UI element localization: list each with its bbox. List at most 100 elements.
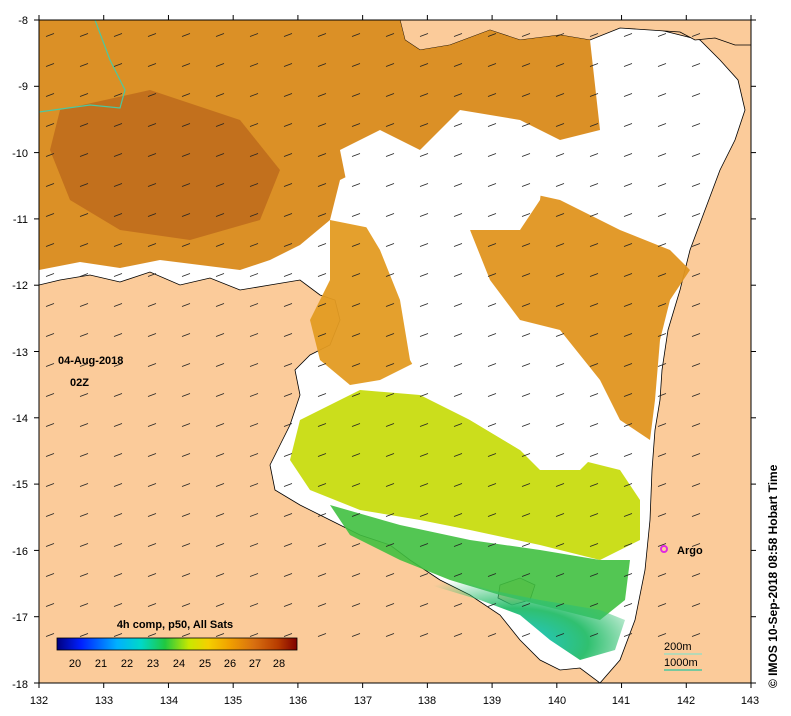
wind-barb: [181, 63, 191, 67]
wind-barb: [589, 543, 599, 547]
wind-barb: [487, 633, 497, 637]
wind-barb: [181, 543, 191, 547]
wind-barb: [147, 213, 157, 217]
x-tick-label: 142: [677, 695, 695, 707]
wind-barb: [215, 303, 225, 307]
wind-barb: [589, 363, 599, 367]
wind-barb: [555, 273, 565, 277]
wind-barb: [113, 363, 123, 367]
wind-barb: [691, 483, 701, 487]
wind-barb: [317, 423, 327, 427]
wind-barb: [113, 573, 123, 577]
wind-barb: [623, 273, 633, 277]
wind-barb: [181, 243, 191, 247]
wind-barb: [283, 333, 293, 337]
wind-barb: [385, 423, 395, 427]
wind-barb: [555, 243, 565, 247]
wind-barb: [453, 63, 463, 67]
wind-barb: [351, 603, 361, 607]
wind-barb: [283, 513, 293, 517]
cloud-gap: [340, 120, 600, 470]
wind-barb: [79, 393, 89, 397]
axis-ticks: [34, 15, 756, 688]
wind-barb: [657, 33, 667, 37]
wind-barb: [45, 573, 55, 577]
wind-barb: [45, 453, 55, 457]
wind-barb: [521, 333, 531, 337]
x-tick-label: 141: [612, 695, 630, 707]
wind-barb: [589, 63, 599, 67]
wind-barb: [555, 393, 565, 397]
wind-barb: [351, 153, 361, 157]
wind-barb: [215, 213, 225, 217]
map-date: 04-Aug-2018: [58, 355, 123, 367]
wind-barb: [249, 333, 259, 337]
wind-barb: [147, 453, 157, 457]
wind-barb: [351, 63, 361, 67]
wind-barb: [623, 633, 633, 637]
wind-barb: [351, 393, 361, 397]
wind-barb: [589, 93, 599, 97]
wind-barb: [113, 513, 123, 517]
wind-barb: [385, 273, 395, 277]
wind-barb: [147, 273, 157, 277]
wind-barb: [487, 93, 497, 97]
wind-barb: [385, 483, 395, 487]
wind-barb: [691, 213, 701, 217]
wind-barb: [419, 633, 429, 637]
wind-barb: [147, 543, 157, 547]
wind-barb: [623, 603, 633, 607]
wind-barb: [113, 333, 123, 337]
wind-barb: [181, 273, 191, 277]
y-tick-label: -10: [12, 148, 28, 160]
wind-barb: [113, 273, 123, 277]
wind-barb: [385, 543, 395, 547]
wind-barb: [487, 63, 497, 67]
wind-barb: [215, 333, 225, 337]
wind-barb: [657, 243, 667, 247]
wind-barb: [249, 243, 259, 247]
x-tick-label: 136: [289, 695, 307, 707]
wind-barb: [521, 183, 531, 187]
wind-barb: [215, 183, 225, 187]
wind-barb: [419, 183, 429, 187]
wind-barb: [657, 393, 667, 397]
wind-barb: [283, 303, 293, 307]
wind-barb: [79, 573, 89, 577]
wind-barb: [521, 423, 531, 427]
wind-barb: [623, 153, 633, 157]
wind-barb: [453, 603, 463, 607]
wind-barb: [487, 543, 497, 547]
wind-barb: [351, 213, 361, 217]
wind-barb: [487, 123, 497, 127]
wind-barb: [215, 123, 225, 127]
argo-marker[interactable]: [660, 545, 668, 553]
wind-barb: [215, 513, 225, 517]
wind-barb: [45, 123, 55, 127]
x-tick-label: 140: [548, 695, 566, 707]
wind-barb: [283, 33, 293, 37]
wind-barb: [317, 333, 327, 337]
wind-barb: [385, 243, 395, 247]
wind-barb: [147, 93, 157, 97]
wind-barb: [283, 393, 293, 397]
wind-barb: [351, 513, 361, 517]
wind-barb: [283, 543, 293, 547]
wind-barb: [453, 243, 463, 247]
wind-barb: [521, 573, 531, 577]
wind-barb: [691, 543, 701, 547]
wind-barb: [283, 573, 293, 577]
wind-barb: [555, 363, 565, 367]
wind-barb: [521, 213, 531, 217]
wind-barb: [487, 213, 497, 217]
wind-barb: [623, 363, 633, 367]
wind-barb: [487, 273, 497, 277]
wind-barb: [45, 63, 55, 67]
wind-barb: [181, 363, 191, 367]
wind-barb: [215, 63, 225, 67]
wind-barb: [521, 513, 531, 517]
wind-barb: [453, 93, 463, 97]
wind-barb: [555, 513, 565, 517]
wind-barb: [555, 453, 565, 457]
wind-barb: [283, 273, 293, 277]
